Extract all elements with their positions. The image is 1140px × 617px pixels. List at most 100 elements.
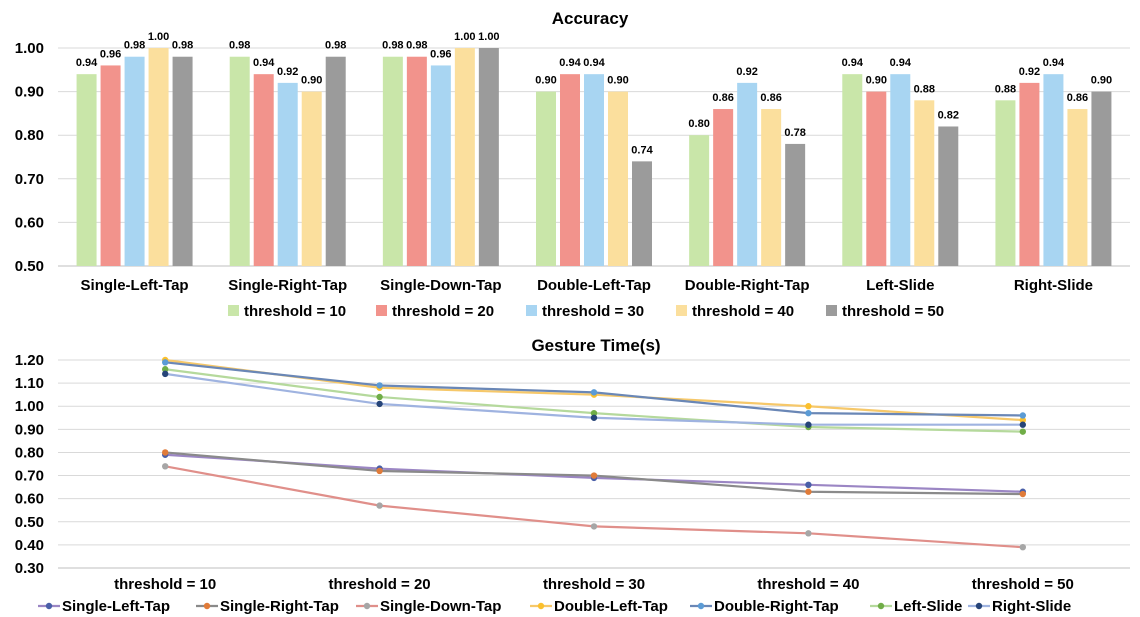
data-label: 0.92 (1019, 66, 1040, 78)
point-single-left-tap (805, 481, 812, 488)
accuracy-bar-chart: Accuracy 0.500.600.700.800.901.00 0.940.… (15, 9, 1130, 320)
point-single-right-tap (590, 472, 598, 479)
data-label: 0.86 (760, 92, 781, 104)
point-double-right-tap (376, 382, 383, 389)
bar-single-right-tap-threshold-40 (301, 91, 322, 266)
legend-swatch (526, 305, 537, 316)
data-label: 0.98 (172, 40, 193, 52)
y-tick-label: 0.60 (15, 214, 44, 231)
bar-single-right-tap-threshold-50 (325, 56, 346, 266)
point-right-slide (162, 370, 169, 378)
data-label: 0.96 (100, 48, 121, 60)
bar-single-left-tap-threshold-30 (124, 56, 145, 266)
legend-label: Single-Right-Tap (220, 598, 339, 615)
point-left-slide (162, 366, 169, 373)
legend-label: threshold = 40 (692, 303, 794, 320)
accuracy-y-ticks: 0.50 0.60 0.70 0.80 0.90 1.00 (15, 40, 44, 275)
category-label: Double-Right-Tap (685, 277, 810, 294)
legend-label: Left-Slide (894, 598, 962, 615)
data-label: 0.94 (1043, 57, 1065, 69)
legend-swatch (676, 305, 687, 316)
gesture-time-chart-title: Gesture Time(s) (531, 336, 660, 355)
bar-single-right-tap-threshold-30 (277, 82, 298, 266)
data-label: 0.90 (866, 75, 887, 87)
data-label: 0.90 (535, 75, 556, 87)
legend-label: Single-Left-Tap (62, 598, 170, 615)
y-tick-label: 0.70 (15, 468, 44, 485)
bar-single-down-tap-threshold-10 (382, 56, 403, 266)
data-label: 0.78 (784, 127, 805, 139)
data-label: 0.88 (914, 83, 935, 95)
bar-double-left-tap-threshold-40 (608, 91, 628, 266)
point-single-right-tap (1019, 490, 1026, 498)
data-label: 0.88 (995, 83, 1016, 95)
data-label: 0.94 (559, 57, 581, 69)
point-left-slide (1019, 428, 1026, 435)
bar-right-slide-threshold-50 (1091, 91, 1112, 266)
accuracy-category-labels: Single-Left-Tap Single-Right-Tap Single-Do… (81, 277, 1093, 294)
legend-label: Double-Right-Tap (714, 598, 839, 615)
series-line-double-right-tap (165, 361, 1023, 417)
data-label: 0.94 (253, 57, 275, 69)
y-tick-label: 0.90 (15, 84, 44, 101)
bar-single-down-tap-threshold-40 (454, 48, 475, 266)
bar-double-right-tap-threshold-20 (713, 109, 734, 266)
point-left-slide (376, 393, 383, 401)
gesture-time-series (162, 356, 1026, 551)
y-tick-label: 1.00 (15, 40, 44, 57)
data-label: 0.98 (124, 40, 145, 52)
bar-single-down-tap-threshold-50 (478, 48, 499, 266)
bar-right-slide-threshold-40 (1067, 109, 1088, 266)
point-double-right-tap (805, 409, 812, 417)
category-label: threshold = 40 (757, 576, 859, 593)
category-label: Single-Down-Tap (380, 277, 501, 294)
data-label: 0.94 (583, 57, 605, 69)
data-label: 0.94 (76, 57, 98, 69)
point-right-slide (376, 400, 383, 408)
bar-right-slide-threshold-20 (1019, 82, 1040, 266)
bar-single-left-tap-threshold-50 (172, 56, 193, 266)
bar-double-left-tap-threshold-20 (560, 74, 580, 266)
point-single-right-tap (805, 488, 812, 495)
data-label: 1.00 (148, 31, 169, 43)
point-single-down-tap (1019, 544, 1026, 551)
y-tick-label: 0.50 (15, 514, 44, 531)
gesture-time-line-chart: Gesture Time(s) 0.30 0.40 0.50 0.60 0.70 0.80… (15, 336, 1130, 615)
y-tick-label: 0.40 (15, 537, 44, 554)
point-double-left-tap (805, 403, 812, 410)
category-label: Single-Right-Tap (228, 277, 347, 294)
point-single-down-tap (162, 463, 169, 470)
data-label: 0.94 (890, 57, 912, 69)
legend-marker (975, 602, 983, 610)
bar-single-left-tap-threshold-20 (100, 65, 121, 266)
data-label: 0.82 (938, 109, 959, 121)
bar-single-left-tap-threshold-40 (148, 48, 169, 266)
legend-swatch (228, 305, 239, 316)
point-right-slide (805, 421, 812, 428)
category-label: threshold = 50 (972, 576, 1074, 593)
point-single-down-tap (376, 502, 383, 509)
point-double-right-tap (1019, 412, 1026, 419)
legend-label: Double-Left-Tap (554, 598, 668, 615)
bar-single-left-tap-threshold-10 (76, 74, 97, 266)
data-label: 0.90 (1091, 75, 1112, 87)
gesture-time-y-ticks: 0.30 0.40 0.50 0.60 0.70 0.80 0.90 1.00 1.10 1.20 (15, 352, 44, 577)
legend-label: Single-Down-Tap (380, 598, 501, 615)
point-right-slide (590, 414, 598, 421)
y-tick-label: 0.30 (15, 560, 44, 577)
category-label: threshold = 10 (114, 576, 216, 593)
data-label: 0.92 (736, 66, 757, 78)
bar-left-slide-threshold-30 (890, 74, 911, 266)
data-label: 0.74 (631, 144, 653, 156)
bar-double-left-tap-threshold-10 (536, 91, 556, 266)
y-tick-label: 1.20 (15, 352, 44, 369)
bar-double-right-tap-threshold-10 (689, 135, 710, 266)
data-label: 0.98 (382, 40, 403, 52)
bar-single-right-tap-threshold-20 (253, 74, 274, 266)
series-line-left-slide (165, 368, 1023, 433)
data-label: 0.98 (229, 40, 250, 52)
bar-double-right-tap-threshold-40 (761, 109, 782, 266)
bar-left-slide-threshold-10 (842, 74, 863, 266)
legend-marker (203, 602, 211, 610)
